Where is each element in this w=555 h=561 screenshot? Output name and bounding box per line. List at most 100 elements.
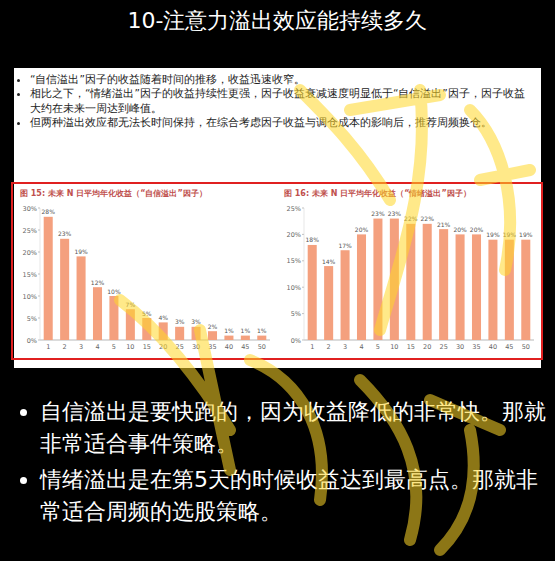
data-label: 19% <box>519 231 533 238</box>
x-tick-label: 25 <box>176 343 184 351</box>
data-label: 28% <box>42 208 56 215</box>
scribble-stroke <box>120 300 322 500</box>
data-label: 22% <box>421 215 435 222</box>
bar <box>324 266 333 340</box>
bar <box>60 239 69 340</box>
bar <box>241 336 250 340</box>
bar <box>357 234 366 340</box>
scribble-stroke <box>470 110 530 270</box>
y-tick <box>38 252 40 253</box>
y-tick-label: 15% <box>287 257 301 265</box>
bar <box>423 224 432 340</box>
x-tick-label: 5 <box>376 343 380 351</box>
bar <box>257 336 266 340</box>
x-tick-label: 10 <box>390 343 398 351</box>
bar <box>175 327 184 340</box>
data-label: 22% <box>404 215 418 222</box>
x-tick-label: 1 <box>310 343 314 351</box>
y-tick-label: 25% <box>287 205 301 213</box>
y-tick-label: 10% <box>23 293 37 301</box>
data-label: 19% <box>74 248 88 255</box>
bar <box>192 327 201 340</box>
bar <box>126 309 135 340</box>
x-tick-label: 30 <box>192 343 200 351</box>
note-list: 自信溢出是要快跑的，因为收益降低的非常快。那就非常适合事件策略。情绪溢出是在第5… <box>10 396 550 532</box>
x-tick-label: 50 <box>522 343 530 351</box>
x-axis <box>40 340 270 341</box>
chart-title: 图 15: 未来 N 日平均年化收益（“自信溢出”因子） <box>20 189 207 198</box>
bullet: 相比之下，“情绪溢出”因子的收益持续性更强，因子收益衰减速度明显低于“自信溢出”… <box>30 86 530 115</box>
bar <box>439 229 448 340</box>
x-tick-label: 45 <box>241 343 249 351</box>
data-label: 17% <box>338 242 352 249</box>
data-label: 12% <box>91 279 105 286</box>
chart: 图 16: 未来 N 日平均年化收益（“情绪溢出”因子） 0% 5% 10% 15% 20… <box>280 186 538 354</box>
x-tick-label: 20 <box>159 343 167 351</box>
data-label: 4% <box>158 314 168 321</box>
y-tick <box>38 208 40 209</box>
data-label: 18% <box>306 236 320 243</box>
data-label: 23% <box>388 210 402 217</box>
data-label: 1% <box>257 327 267 334</box>
bar <box>159 322 168 340</box>
data-label: 21% <box>437 221 451 228</box>
y-tick <box>302 313 304 314</box>
data-label: 20% <box>470 226 484 233</box>
x-tick-label: 35 <box>208 343 216 351</box>
y-tick <box>38 318 40 319</box>
bars <box>308 219 531 340</box>
x-tick-label: 4 <box>359 343 363 351</box>
chart: 图 15: 未来 N 日平均年化收益（“自信溢出”因子）0%5%10%15%20… <box>16 186 274 354</box>
x-tick-label: 10 <box>126 343 134 351</box>
chart-title: 图 16: 未来 N 日平均年化收益（“情绪溢出”因子） <box>284 189 471 198</box>
x-tick-label: 3 <box>79 343 83 351</box>
y-tick <box>38 274 40 275</box>
y-tick-label: 20% <box>23 249 37 257</box>
x-tick-label: 15 <box>407 343 415 351</box>
data-label: 14% <box>322 258 336 265</box>
x-tick-label: 5 <box>112 343 116 351</box>
x-tick-label: 3 <box>343 343 347 351</box>
bullet: “自信溢出”因子的收益随着时间的推移，收益迅速收窄。 <box>30 72 530 86</box>
y-tick-label: 0% <box>291 337 301 345</box>
note: 自信溢出是要快跑的，因为收益降低的非常快。那就非常适合事件策略。 <box>40 396 550 460</box>
y-tick-label: 20% <box>287 231 301 239</box>
page-title: 10-注意力溢出效应能持续多久 <box>0 6 555 36</box>
bar <box>142 318 151 340</box>
bar <box>488 240 497 340</box>
bullet-list: “自信溢出”因子的收益随着时间的推移，收益迅速收窄。相比之下，“情绪溢出”因子的… <box>12 72 530 130</box>
bar <box>224 336 233 340</box>
data-label: 20% <box>453 226 467 233</box>
x-tick-label: 35 <box>472 343 480 351</box>
y-axis <box>40 208 41 340</box>
y-tick-label: 30% <box>23 205 37 213</box>
y-tick-label: 10% <box>287 284 301 292</box>
x-axis <box>304 340 534 341</box>
y-tick-label: 15% <box>23 271 37 279</box>
x-tick-label: 4 <box>95 343 99 351</box>
data-label: 19% <box>503 231 517 238</box>
data-label: 23% <box>58 230 72 237</box>
y-tick <box>38 340 40 341</box>
data-label: 23% <box>371 210 385 217</box>
data-label: 5% <box>142 310 152 317</box>
x-tick-label: 25 <box>440 343 448 351</box>
y-tick-label: 5% <box>291 310 301 318</box>
y-tick <box>302 260 304 261</box>
y-tick <box>302 287 304 288</box>
x-tick-label: 2 <box>327 343 331 351</box>
data-label: 10% <box>107 288 121 295</box>
bar <box>373 219 382 340</box>
data-label: 19% <box>486 231 500 238</box>
data-label: 1% <box>224 327 234 334</box>
data-label: 1% <box>241 327 251 334</box>
scribble-stroke <box>300 90 440 330</box>
x-tick-label: 20 <box>423 343 431 351</box>
y-tick <box>302 208 304 209</box>
bar <box>308 245 317 340</box>
data-label: 2% <box>208 323 218 330</box>
y-tick-label: 5% <box>27 315 37 323</box>
data-label: 20% <box>355 226 369 233</box>
bar <box>93 287 102 340</box>
note: 情绪溢出是在第5天的时候收益达到最高点。那就非常适合周频的选股策略。 <box>40 464 550 528</box>
